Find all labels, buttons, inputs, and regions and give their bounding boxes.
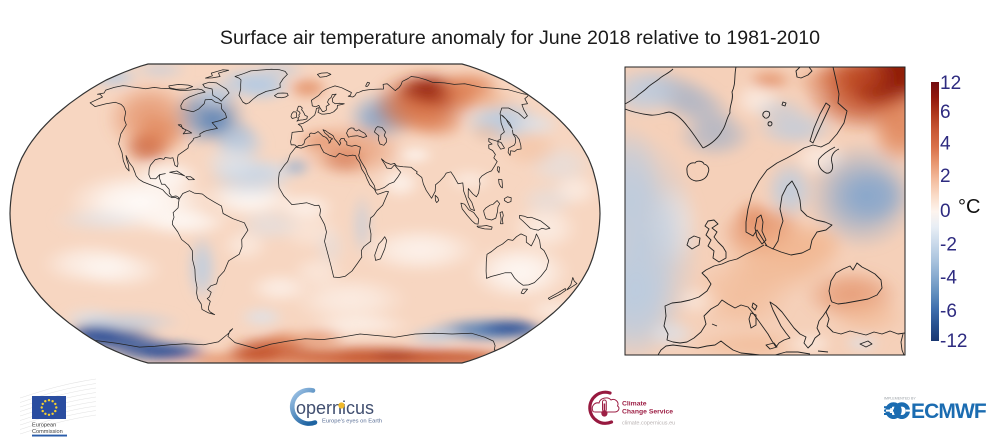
svg-text:-2: -2 — [940, 235, 957, 256]
svg-text:-6: -6 — [940, 301, 957, 322]
svg-text:Surface air temperature anomal: Surface air temperature anomaly for June… — [220, 27, 820, 49]
svg-text:Commission: Commission — [32, 429, 63, 435]
svg-text:Climate: Climate — [622, 401, 647, 408]
svg-text:4: 4 — [940, 134, 951, 155]
svg-text:0: 0 — [940, 201, 951, 222]
svg-text:-4: -4 — [940, 267, 957, 288]
svg-text:opernicus: opernicus — [296, 398, 374, 418]
svg-text:12: 12 — [940, 73, 961, 94]
svg-text:European: European — [32, 423, 56, 429]
svg-text:6: 6 — [940, 102, 951, 123]
svg-text:-12: -12 — [940, 331, 967, 352]
svg-text:Change Service: Change Service — [622, 409, 673, 416]
svg-text:ECMWF: ECMWF — [911, 400, 987, 423]
svg-text:Europe's eyes on Earth: Europe's eyes on Earth — [322, 419, 382, 425]
svg-text:climate.copernicus.eu: climate.copernicus.eu — [622, 421, 675, 427]
svg-text:IMPLEMENTED BY: IMPLEMENTED BY — [884, 397, 916, 401]
svg-text:2: 2 — [940, 166, 951, 187]
svg-text:°C: °C — [958, 196, 980, 218]
